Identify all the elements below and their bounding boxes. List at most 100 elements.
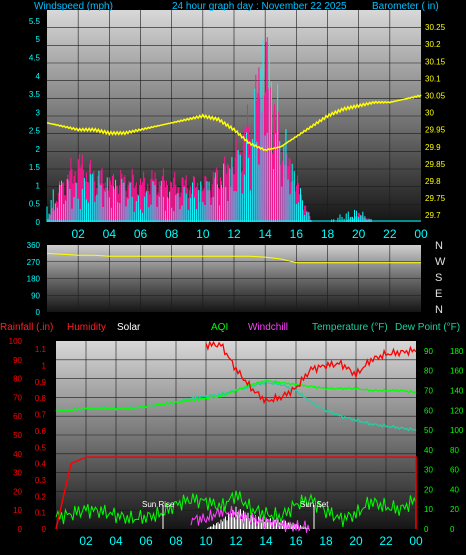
rain-tick-label: 0 <box>42 525 47 534</box>
barometer-tick-label: 29.7 <box>425 211 441 220</box>
barometer-tick-label: 29.75 <box>425 194 446 203</box>
graph-title: 24 hour graph day : November 22 2025 <box>172 1 347 12</box>
dewpoint-title: Dew Point (°F) <box>395 322 460 333</box>
x-tick-label: 14 <box>259 534 273 548</box>
wind-tick-label: 3 <box>36 108 41 117</box>
rain-tick-label: 0.9 <box>35 378 47 387</box>
x-tick-label: 12 <box>229 534 243 548</box>
humidity-tick-label: 40 <box>13 450 22 459</box>
direction-n-top: N <box>435 240 443 252</box>
temp-tick-label: 70 <box>424 386 433 395</box>
x-tick-label: 06 <box>134 227 148 241</box>
dewpoint-line <box>55 378 417 413</box>
barometer-title: Barometer ( in) <box>372 1 439 12</box>
x-tick-label: 08 <box>165 227 179 241</box>
humidity-tick-label: 80 <box>13 375 22 384</box>
rain-tick-label: 0.1 <box>35 509 47 518</box>
rainfall-title: Rainfall (.in) <box>0 322 53 333</box>
rain-tick-label: 0.4 <box>35 460 47 469</box>
aqi-tick-label: 160 <box>450 367 464 376</box>
barometer-tick-label: 30.2 <box>425 40 441 49</box>
wind-tick-label: 4 <box>36 72 41 81</box>
barometer-tick-label: 29.95 <box>425 126 446 135</box>
aqi-tick-label: 100 <box>450 426 464 435</box>
humidity-tick-label: 100 <box>9 337 23 346</box>
x-tick-label: 02 <box>71 227 85 241</box>
barometer-tick-label: 29.85 <box>425 160 446 169</box>
rain-tick-label: 0.3 <box>35 476 47 485</box>
direction-s: S <box>435 272 442 284</box>
direction-tick-label: 0 <box>36 308 41 317</box>
x-tick-label: 12 <box>227 227 241 241</box>
x-tick-label: 22 <box>383 227 397 241</box>
barometer-tick-label: 29.9 <box>425 143 441 152</box>
x-tick-label: 20 <box>349 534 363 548</box>
direction-e: E <box>435 288 442 300</box>
x-tick-label: 22 <box>379 534 393 548</box>
solar-title: Solar <box>117 322 141 333</box>
x-tick-label: 10 <box>199 534 213 548</box>
wind-tick-label: 1.5 <box>29 163 41 172</box>
barometer-tick-label: 30.25 <box>425 23 446 32</box>
sunrise-label: Sun Rise <box>142 500 175 509</box>
humidity-tick-label: 60 <box>13 412 22 421</box>
x-tick-label: 18 <box>319 534 333 548</box>
direction-tick-label: 180 <box>27 275 41 284</box>
rain-tick-label: 1 <box>42 362 47 371</box>
wind-tick-label: 2.5 <box>29 127 41 136</box>
temp-tick-label: 90 <box>424 347 433 356</box>
temp-tick-label: 40 <box>424 446 433 455</box>
sunset-label: Sun Set <box>300 500 329 509</box>
x-tick-label: 00 <box>414 227 428 241</box>
windchill-title: Windchill <box>248 322 288 333</box>
rain-tick-label: 0.7 <box>35 411 47 420</box>
direction-tick-label: 270 <box>27 258 41 267</box>
wind-direction-line <box>46 252 421 264</box>
wind-tick-label: 2 <box>36 145 41 154</box>
x-tick-label: 02 <box>79 534 93 548</box>
x-tick-label: 10 <box>196 227 210 241</box>
humidity-title: Humidity <box>67 322 106 333</box>
temp-tick-label: 60 <box>424 406 433 415</box>
rainfall-line <box>55 456 417 530</box>
temp-tick-label: 30 <box>424 466 433 475</box>
temp-tick-label: 50 <box>424 426 433 435</box>
humidity-line <box>205 340 417 405</box>
x-tick-label: 20 <box>352 227 366 241</box>
windchill-line <box>190 505 310 533</box>
x-tick-label: 04 <box>109 534 123 548</box>
aqi-tick-label: 0 <box>450 525 455 534</box>
direction-tick-label: 360 <box>27 241 41 250</box>
aqi-tick-label: 60 <box>450 466 459 475</box>
humidity-tick-label: 0 <box>18 525 23 534</box>
aqi-line <box>55 490 417 527</box>
direction-tick-label: 90 <box>31 291 40 300</box>
wind-tick-label: 0.5 <box>29 200 41 209</box>
aqi-title: AQI <box>211 322 228 333</box>
barometer-tick-label: 29.8 <box>425 177 441 186</box>
x-tick-label: 00 <box>409 534 423 548</box>
humidity-tick-label: 10 <box>13 506 22 515</box>
direction-w: W <box>435 256 446 268</box>
aqi-tick-label: 20 <box>450 505 459 514</box>
wind-tick-label: 0 <box>36 218 41 227</box>
temperature-title: Temperature (°F) <box>312 322 388 333</box>
wind-tick-label: 1 <box>36 181 41 190</box>
rain-tick-label: 0.8 <box>35 394 47 403</box>
aqi-tick-label: 40 <box>450 485 459 494</box>
direction-n-bottom: N <box>435 304 443 316</box>
aqi-tick-label: 180 <box>450 347 464 356</box>
aqi-tick-label: 80 <box>450 446 459 455</box>
aqi-tick-label: 120 <box>450 406 464 415</box>
rain-tick-label: 0.2 <box>35 492 47 501</box>
humidity-tick-label: 30 <box>13 469 22 478</box>
barometer-line <box>46 94 422 152</box>
barometer-tick-label: 30.15 <box>425 57 446 66</box>
rain-tick-label: 0.6 <box>35 427 47 436</box>
aqi-tick-label: 140 <box>450 386 464 395</box>
x-tick-label: 06 <box>139 534 153 548</box>
windspeed-title: Windspeed (mph) <box>34 1 113 12</box>
x-tick-label: 14 <box>258 227 272 241</box>
humidity-tick-label: 90 <box>13 356 22 365</box>
